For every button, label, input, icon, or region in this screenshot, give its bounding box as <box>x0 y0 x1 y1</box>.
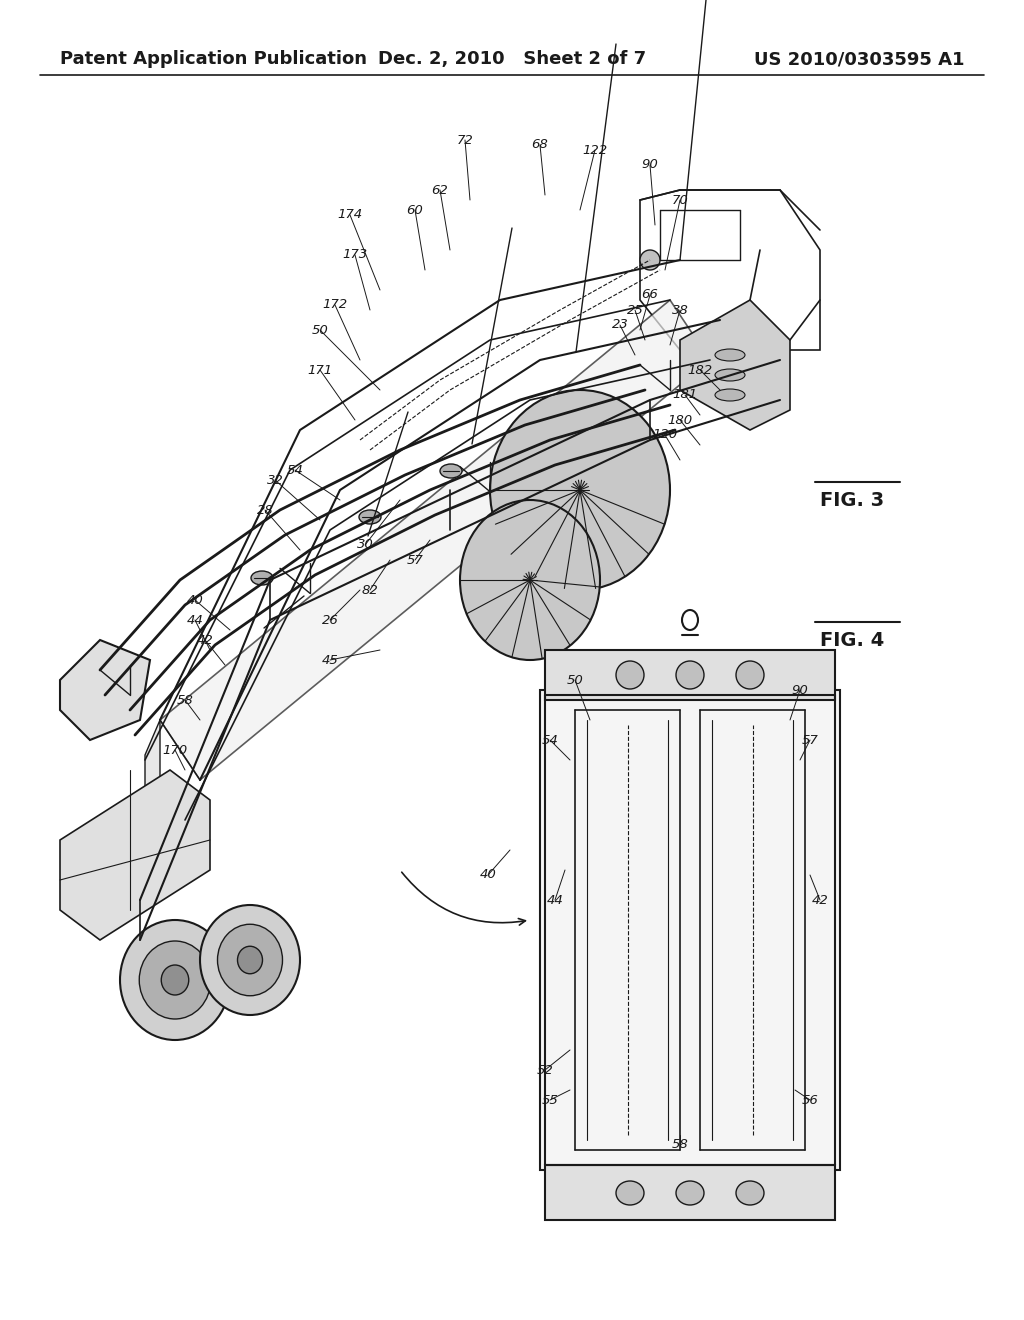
Text: 40: 40 <box>186 594 204 606</box>
Text: 50: 50 <box>311 323 329 337</box>
Ellipse shape <box>585 781 655 859</box>
Text: 54: 54 <box>287 463 303 477</box>
Text: 58: 58 <box>672 1138 688 1151</box>
Text: 66: 66 <box>642 289 658 301</box>
Text: 25: 25 <box>627 304 643 317</box>
Polygon shape <box>145 719 160 900</box>
Text: 44: 44 <box>186 614 204 627</box>
Text: 57: 57 <box>802 734 818 747</box>
Ellipse shape <box>616 661 644 689</box>
Ellipse shape <box>161 965 188 995</box>
Polygon shape <box>160 300 710 780</box>
Ellipse shape <box>200 906 300 1015</box>
Text: 180: 180 <box>668 413 692 426</box>
Ellipse shape <box>606 805 634 836</box>
Text: FIG. 3: FIG. 3 <box>820 491 884 510</box>
Text: 120: 120 <box>652 429 678 441</box>
Text: 52: 52 <box>537 1064 553 1077</box>
Text: 40: 40 <box>479 869 497 882</box>
Text: 90: 90 <box>792 684 808 697</box>
Ellipse shape <box>676 1181 705 1205</box>
Ellipse shape <box>640 249 660 271</box>
Text: 58: 58 <box>176 693 194 706</box>
Ellipse shape <box>736 661 764 689</box>
Text: 173: 173 <box>342 248 368 261</box>
Ellipse shape <box>715 348 745 360</box>
Text: 60: 60 <box>407 203 423 216</box>
Ellipse shape <box>251 572 273 585</box>
Ellipse shape <box>715 389 745 401</box>
Text: 44: 44 <box>547 894 563 907</box>
FancyBboxPatch shape <box>545 649 835 700</box>
Ellipse shape <box>238 946 262 974</box>
Text: 182: 182 <box>687 363 713 376</box>
Ellipse shape <box>440 465 462 478</box>
Ellipse shape <box>359 510 381 524</box>
Ellipse shape <box>139 941 211 1019</box>
Ellipse shape <box>647 764 713 836</box>
Text: 174: 174 <box>338 209 362 222</box>
Text: US 2010/0303595 A1: US 2010/0303595 A1 <box>754 50 964 69</box>
Text: 181: 181 <box>673 388 697 401</box>
Ellipse shape <box>217 924 283 995</box>
Ellipse shape <box>630 744 730 855</box>
Ellipse shape <box>490 389 670 590</box>
Text: 82: 82 <box>361 583 379 597</box>
Text: 32: 32 <box>266 474 284 487</box>
Text: Patent Application Publication: Patent Application Publication <box>60 50 367 69</box>
Ellipse shape <box>616 1181 644 1205</box>
Polygon shape <box>60 770 210 940</box>
FancyBboxPatch shape <box>540 690 840 1170</box>
Text: 42: 42 <box>812 894 828 907</box>
FancyBboxPatch shape <box>545 1166 835 1220</box>
Text: 57: 57 <box>407 553 423 566</box>
Text: 30: 30 <box>356 539 374 552</box>
Text: 54: 54 <box>542 734 558 747</box>
Text: 122: 122 <box>583 144 607 157</box>
Text: 68: 68 <box>531 139 549 152</box>
Text: 26: 26 <box>322 614 338 627</box>
FancyArrowPatch shape <box>401 873 525 925</box>
Text: 23: 23 <box>611 318 629 331</box>
Ellipse shape <box>120 920 230 1040</box>
Ellipse shape <box>676 661 705 689</box>
Ellipse shape <box>715 370 745 381</box>
Ellipse shape <box>668 787 692 813</box>
Text: 56: 56 <box>802 1093 818 1106</box>
Ellipse shape <box>736 1181 764 1205</box>
Polygon shape <box>680 300 790 430</box>
Text: 70: 70 <box>672 194 688 206</box>
Text: 90: 90 <box>642 158 658 172</box>
Text: 42: 42 <box>197 634 213 647</box>
Text: 72: 72 <box>457 133 473 147</box>
Text: 62: 62 <box>432 183 449 197</box>
Text: 50: 50 <box>566 673 584 686</box>
Text: 170: 170 <box>163 743 187 756</box>
Text: Dec. 2, 2010   Sheet 2 of 7: Dec. 2, 2010 Sheet 2 of 7 <box>378 50 646 69</box>
Text: 45: 45 <box>322 653 338 667</box>
Text: 38: 38 <box>672 304 688 317</box>
Text: 172: 172 <box>323 298 347 312</box>
Text: 55: 55 <box>542 1093 558 1106</box>
Ellipse shape <box>460 500 600 660</box>
Ellipse shape <box>565 760 675 880</box>
Text: FIG. 4: FIG. 4 <box>820 631 885 649</box>
Text: 171: 171 <box>307 363 333 376</box>
Text: 28: 28 <box>257 503 273 516</box>
Polygon shape <box>60 640 150 741</box>
